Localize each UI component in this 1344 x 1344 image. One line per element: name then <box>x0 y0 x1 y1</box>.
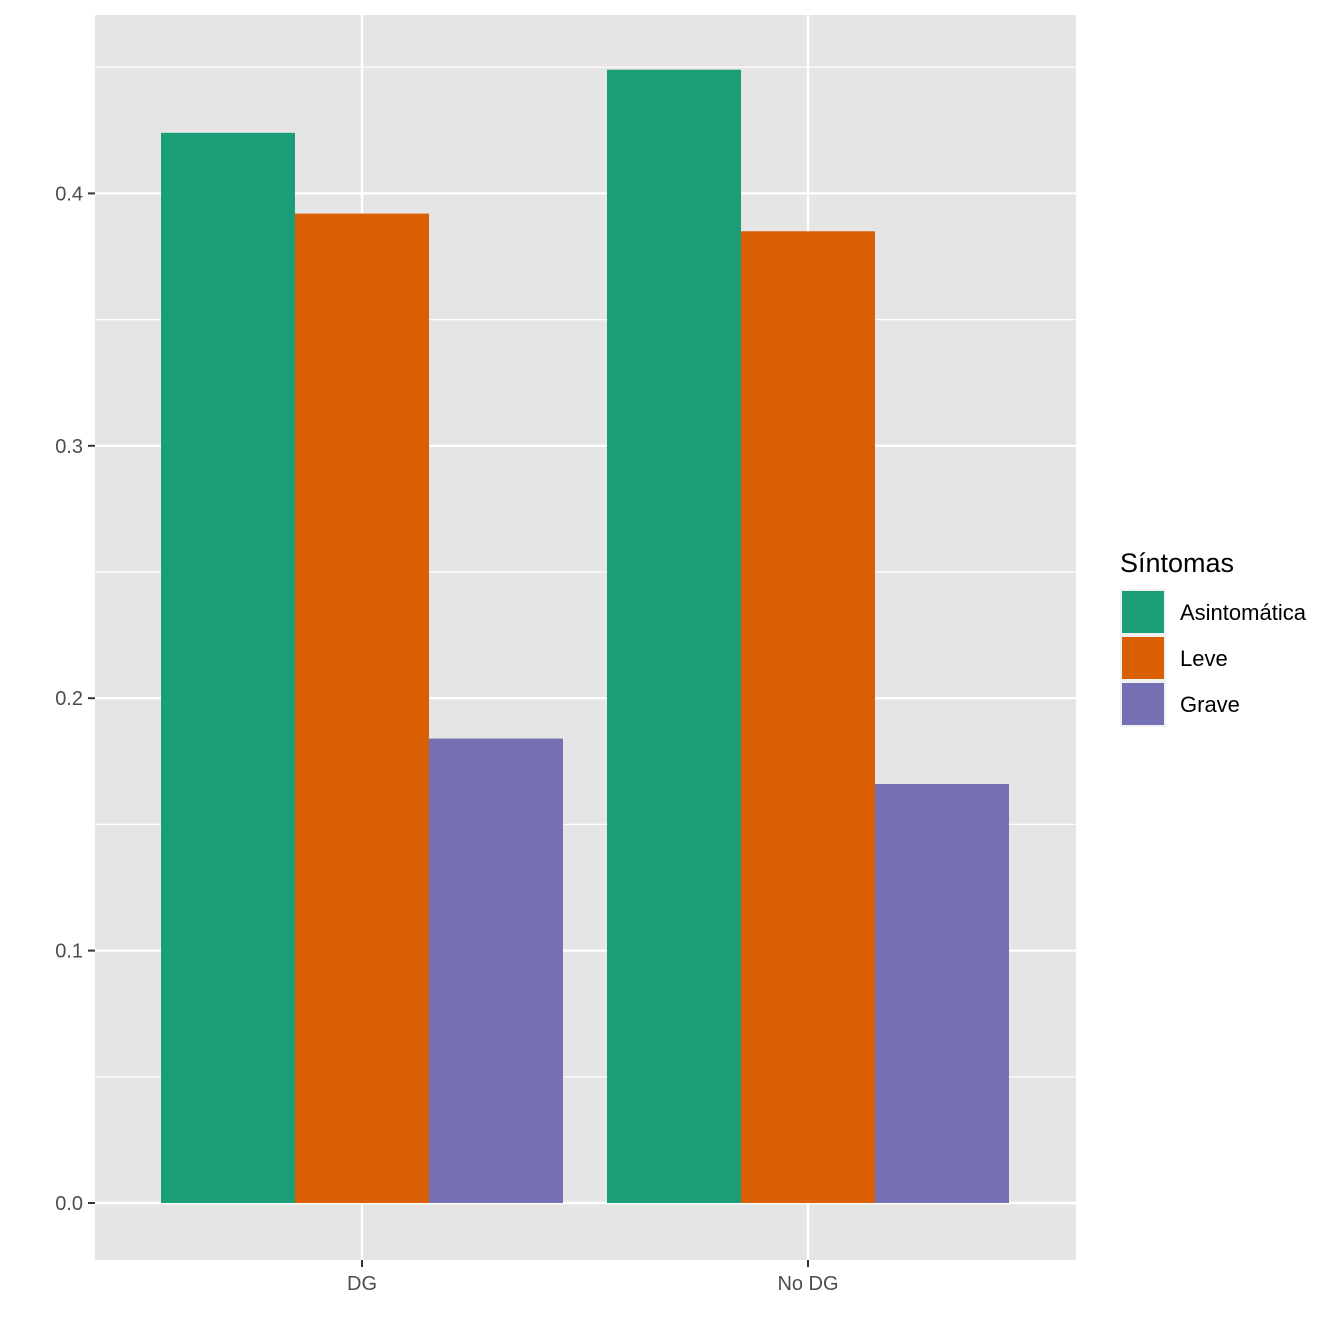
y-tick-label: 0.2 <box>55 688 83 710</box>
legend-key-swatch <box>1122 637 1164 679</box>
legend-label: Grave <box>1180 692 1240 717</box>
y-tick-label: 0.0 <box>55 1193 83 1215</box>
legend-label: Leve <box>1180 646 1228 671</box>
x-tick-label: DG <box>347 1273 377 1295</box>
legend-label: Asintomática <box>1180 600 1307 625</box>
legend: Síntomas Asintomática Leve Grave <box>1120 548 1307 727</box>
x-axis: DG No DG <box>347 1260 839 1295</box>
legend-key-swatch <box>1122 683 1164 725</box>
bar-dg-leve <box>295 213 429 1204</box>
y-axis: 0.0 0.1 0.2 0.3 0.4 <box>55 183 95 1215</box>
bar-dg-grave <box>429 738 563 1203</box>
legend-title: Síntomas <box>1120 548 1234 578</box>
legend-key-swatch <box>1122 591 1164 633</box>
bars <box>161 69 1009 1204</box>
bar-no-dg-leve <box>741 231 875 1203</box>
y-tick-label: 0.1 <box>55 941 83 963</box>
y-tick-label: 0.4 <box>55 183 83 205</box>
bar-no-dg-grave <box>875 784 1009 1203</box>
bar-dg-asintomatica <box>161 132 295 1204</box>
x-tick-label: No DG <box>777 1273 838 1295</box>
y-tick-label: 0.3 <box>55 436 83 458</box>
bar-no-dg-asintomatica <box>607 69 741 1203</box>
